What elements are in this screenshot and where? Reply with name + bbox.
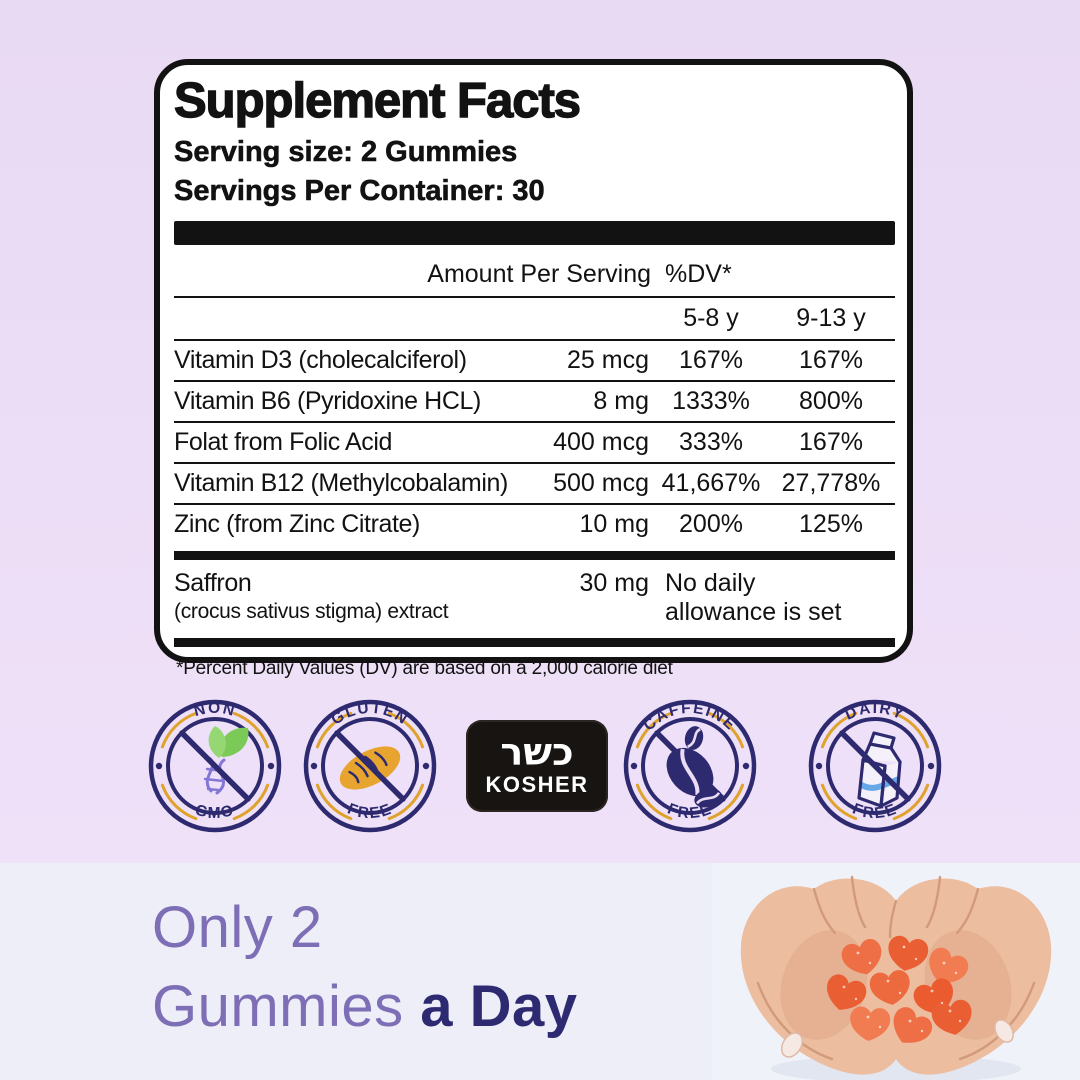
dairy-free-badge: DAIRY FREE — [808, 699, 942, 833]
supplement-facts-panel: Supplement Facts Serving size: 2 Gummies… — [154, 59, 913, 679]
badge-bottom-label: FREE — [345, 800, 393, 822]
svg-text:FREE: FREE — [665, 800, 715, 822]
saffron-dv-note: No daily allowance is set — [665, 568, 842, 626]
dna-leaf-icon — [203, 726, 249, 795]
svg-text:FREE: FREE — [850, 800, 900, 822]
serving-size: Serving size: 2 Gummies — [174, 135, 518, 168]
tagline: Only 2 Gummies a Day — [152, 889, 578, 1047]
badge-top-label: DAIRY — [843, 700, 906, 724]
svg-text:GMO: GMO — [193, 802, 237, 822]
hands-holding-gummies-photo — [712, 863, 1080, 1080]
kosher-label: KOSHER — [485, 771, 589, 797]
svg-text:FREE: FREE — [345, 800, 395, 822]
dv-footnote: *Percent Daily Values (DV) are based on … — [176, 658, 673, 680]
table-row: Vitamin B12 (Methylcobalamin) 500 mcg 41… — [174, 464, 895, 505]
caffeine-free-badge: CAFFEINE FREE — [623, 699, 757, 833]
svg-text:NON: NON — [192, 700, 238, 720]
non-gmo-badge: NON GMO — [148, 699, 282, 833]
badge-bottom-label: FREE — [665, 800, 713, 822]
svg-text:DAIRY: DAIRY — [843, 700, 908, 724]
age-column-9-13: 9-13 y — [796, 303, 866, 332]
kosher-hebrew-text: כשר — [500, 730, 574, 775]
tagline-line2-dark: a Day — [420, 973, 578, 1039]
servings-per-container: Servings Per Container: 30 — [174, 175, 545, 208]
divider-bar — [174, 220, 895, 245]
gluten-free-badge: GLUTEN FREE — [303, 700, 437, 833]
table-row: Vitamin D3 (cholecalciferol) 25 mcg 167%… — [174, 341, 895, 382]
amount-header: Amount Per Serving — [427, 259, 651, 288]
table-row: Vitamin B6 (Pyridoxine HCL) 8 mg 1333% 8… — [174, 382, 895, 423]
table-row: Folat from Folic Acid 400 mcg 333% 167% — [174, 423, 895, 464]
age-column-5-8: 5-8 y — [683, 303, 739, 332]
badge-bottom-label: FREE — [850, 800, 898, 822]
dv-header: %DV* — [665, 259, 732, 288]
nutrient-table: Amount Per Serving %DV* 5-8 y 9-13 y Vit… — [174, 247, 895, 681]
age-columns-row: 5-8 y 9-13 y — [174, 298, 895, 341]
saffron-name: Saffron — [174, 568, 252, 597]
kosher-badge: כשר KOSHER — [466, 720, 608, 812]
tagline-line2: Gummies a Day — [152, 968, 578, 1047]
saffron-row: Saffron (crocus sativus stigma) extract … — [174, 560, 895, 648]
saffron-detail: (crocus sativus stigma) extract — [174, 599, 449, 623]
badge-bottom-label: GMO — [193, 802, 235, 822]
table-row: Zinc (from Zinc Citrate) 10 mg 200% 125% — [174, 505, 895, 560]
gummies-cluster — [820, 934, 976, 1053]
tagline-line2-light: Gummies — [152, 973, 404, 1039]
saffron-amount: 30 mg — [579, 568, 649, 597]
tagline-line1: Only 2 — [152, 895, 323, 960]
table-header-row: Amount Per Serving %DV* — [174, 247, 895, 298]
coffee-bean-icon — [666, 726, 722, 808]
badge-top-label: NON — [192, 700, 236, 720]
panel-title: Supplement Facts — [173, 74, 581, 128]
